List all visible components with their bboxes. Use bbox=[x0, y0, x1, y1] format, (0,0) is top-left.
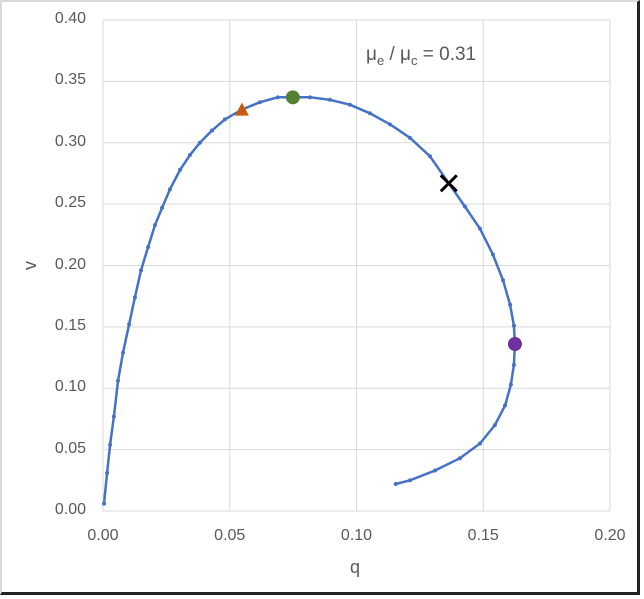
y-tick-label: 0.30 bbox=[54, 132, 86, 150]
special-markers bbox=[234, 90, 522, 352]
ratio-value: = 0.31 bbox=[417, 44, 477, 65]
triangle-marker bbox=[234, 102, 249, 116]
separator: / bbox=[384, 44, 401, 65]
y-tick-label: 0.20 bbox=[54, 255, 86, 273]
subscript-e: e bbox=[376, 52, 385, 68]
gridlines bbox=[102, 19, 611, 512]
x-tick-label: 0.05 bbox=[214, 527, 246, 544]
ratio-annotation: μe / μc = 0.31 bbox=[366, 44, 476, 68]
y-tick-label: 0.00 bbox=[54, 501, 86, 518]
y-tick-label: 0.40 bbox=[54, 10, 86, 27]
mu-symbol: μ bbox=[366, 44, 377, 65]
y-tick-label: 0.35 bbox=[54, 71, 86, 89]
y-tick-label: 0.10 bbox=[54, 378, 86, 396]
x-tick-label: 0.20 bbox=[594, 527, 626, 544]
x-tick-label: 0.10 bbox=[340, 527, 373, 544]
subscript-c: c bbox=[410, 52, 418, 68]
x-tick-label: 0.00 bbox=[87, 527, 119, 544]
mu-symbol: μ bbox=[400, 44, 411, 65]
data-point-dots bbox=[102, 95, 517, 506]
y-tick-label: 0.25 bbox=[54, 194, 86, 212]
purple-circle-marker bbox=[507, 337, 522, 352]
y-tick-label: 0.15 bbox=[54, 316, 86, 334]
green-circle-marker bbox=[285, 90, 300, 105]
y-tick-label: 0.05 bbox=[54, 439, 86, 457]
x-axis-label: q bbox=[350, 557, 361, 577]
data-curve bbox=[102, 96, 517, 504]
black-x-marker bbox=[439, 174, 458, 193]
x-tick-label: 0.15 bbox=[467, 527, 499, 544]
y-axis-label: v bbox=[20, 261, 40, 270]
